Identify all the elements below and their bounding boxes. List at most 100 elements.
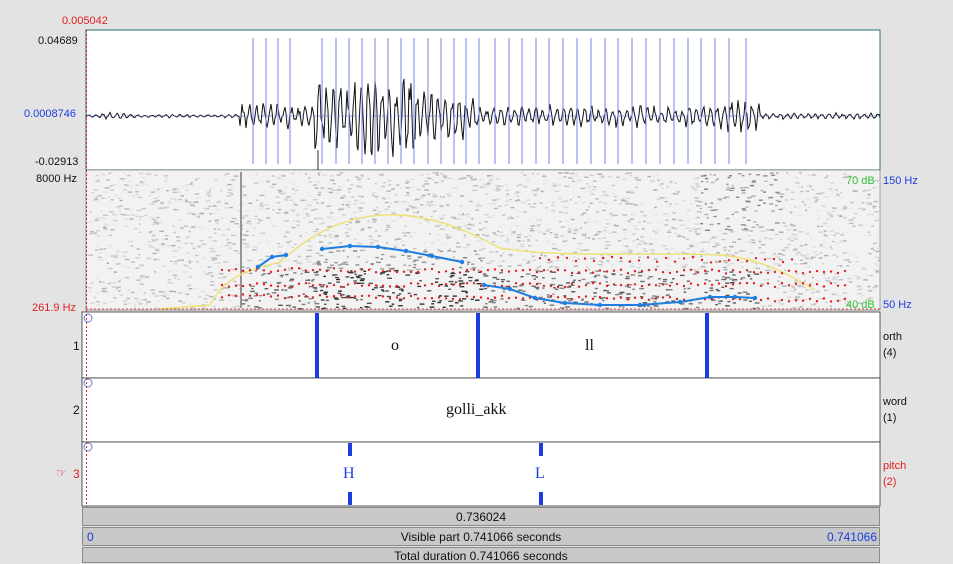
- pitch-point-mark[interactable]: [348, 492, 352, 505]
- spectrogram-speck: [666, 186, 669, 188]
- tier-pitch[interactable]: [81, 441, 881, 507]
- spectrogram-speck: [775, 191, 780, 194]
- spectrogram-speck: [396, 286, 401, 288]
- spectrogram-speck: [686, 227, 691, 230]
- spectrogram-speck: [484, 184, 490, 186]
- interval-text[interactable]: golli_akk: [446, 401, 507, 418]
- waveform-panel[interactable]: [85, 29, 881, 171]
- interval-text[interactable]: o: [391, 337, 399, 354]
- spectrogram-speck: [254, 306, 259, 308]
- spectrogram-speck: [247, 305, 250, 307]
- spectrogram-speck: [662, 280, 667, 283]
- spectrogram-speck: [235, 305, 240, 308]
- spectrogram-speck: [373, 209, 377, 212]
- spectrogram-speck: [748, 275, 751, 278]
- spectrogram-speck: [677, 191, 681, 193]
- orth-boundary[interactable]: [315, 313, 319, 378]
- spectrogram-speck: [246, 220, 251, 222]
- spectrogram-speck: [218, 200, 222, 202]
- tier-orth[interactable]: [81, 311, 881, 379]
- formant-dot: [640, 284, 644, 288]
- spectrogram-speck: [715, 279, 719, 282]
- spectrogram-speck: [727, 300, 731, 303]
- spectrogram-speck: [342, 214, 346, 216]
- spectrogram-speck: [784, 225, 788, 227]
- spectrogram-speck: [360, 229, 364, 231]
- spectrogram-speck: [558, 211, 563, 213]
- pitch-point-mark[interactable]: [539, 443, 543, 456]
- pitch-point-mark[interactable]: [348, 443, 352, 456]
- spectrogram-speck: [543, 183, 547, 185]
- selection-duration-bar[interactable]: 0.736024: [82, 507, 880, 526]
- spectrogram-speck: [288, 286, 292, 289]
- spectrogram-speck: [788, 283, 792, 285]
- spectrogram-speck: [665, 248, 669, 250]
- spectrogram-speck: [313, 230, 318, 233]
- spectrogram-speck: [119, 199, 123, 202]
- formant-dot: [269, 284, 273, 287]
- spectrogram-speck: [626, 191, 631, 193]
- spectrogram-speck: [319, 254, 324, 257]
- spectrogram-speck: [563, 212, 567, 215]
- formant-dot: [661, 271, 665, 274]
- spectrogram-speck: [308, 201, 314, 203]
- spectrogram-speck: [290, 182, 295, 184]
- spectrogram-speck: [285, 273, 289, 276]
- spectrogram-speck: [727, 186, 730, 189]
- spectrogram-speck: [836, 193, 840, 196]
- point-text[interactable]: L: [535, 465, 545, 482]
- formant-dot: [325, 269, 329, 273]
- formant-dot: [339, 294, 343, 297]
- spectrogram-speck: [197, 245, 202, 247]
- spectrogram-speck: [345, 204, 350, 206]
- spectrogram-speck: [487, 202, 492, 205]
- spectrogram-speck: [709, 223, 714, 226]
- spectrogram-speck: [250, 290, 255, 293]
- spectrogram-speck: [227, 192, 233, 194]
- spectrogram-speck: [629, 218, 634, 220]
- spectrogram-speck: [155, 295, 160, 297]
- spectrogram-speck: [278, 191, 281, 193]
- pitch-point: [597, 302, 603, 308]
- spectrogram-speck: [726, 183, 729, 186]
- orth-boundary[interactable]: [705, 313, 709, 378]
- spectrogram-speck: [413, 206, 417, 208]
- interval-text[interactable]: ll: [585, 337, 594, 354]
- spectrogram-speck: [554, 234, 559, 236]
- spectrogram-speck: [844, 259, 850, 261]
- spectrogram-speck: [156, 188, 160, 191]
- total-duration-text: Total duration 0.741066 seconds: [394, 549, 568, 563]
- formant-dot: [570, 298, 574, 301]
- spectrogram-speck: [831, 278, 834, 281]
- spectrogram-speck: [488, 301, 494, 303]
- total-duration-bar[interactable]: Total duration 0.741066 seconds: [82, 547, 880, 563]
- spectrogram-speck: [724, 249, 727, 251]
- spectrogram-speck: [245, 243, 249, 246]
- tier-handle-icon[interactable]: [83, 442, 93, 452]
- tier-word[interactable]: [81, 377, 881, 443]
- tier-handle-icon[interactable]: [83, 378, 93, 388]
- tier-handle-icon[interactable]: [83, 313, 93, 323]
- visible-part-bar[interactable]: 0 Visible part 0.741066 seconds 0.741066: [82, 527, 880, 546]
- spectrogram-speck: [621, 199, 627, 202]
- spectrogram-speck: [455, 246, 461, 248]
- spectrogram-speck: [96, 235, 101, 237]
- point-text[interactable]: H: [343, 465, 355, 482]
- spectrogram-speck: [581, 234, 586, 236]
- spectrogram-speck: [336, 303, 340, 305]
- spectrogram-speck: [195, 261, 199, 263]
- spectrogram-speck: [505, 195, 508, 197]
- formant-dot: [290, 267, 294, 270]
- formant-dot: [297, 294, 301, 298]
- spectrogram-speck: [607, 292, 611, 294]
- orth-boundary[interactable]: [476, 313, 480, 378]
- spectrogram-speck: [830, 230, 834, 232]
- spectrogram-speck: [95, 278, 99, 280]
- spectrogram-speck: [801, 284, 804, 286]
- pitch-point-mark[interactable]: [539, 492, 543, 505]
- spectrogram-speck: [174, 290, 177, 293]
- spectrogram-speck: [798, 231, 803, 233]
- spectrogram-speck: [665, 215, 670, 217]
- spectrogram-speck: [127, 266, 130, 269]
